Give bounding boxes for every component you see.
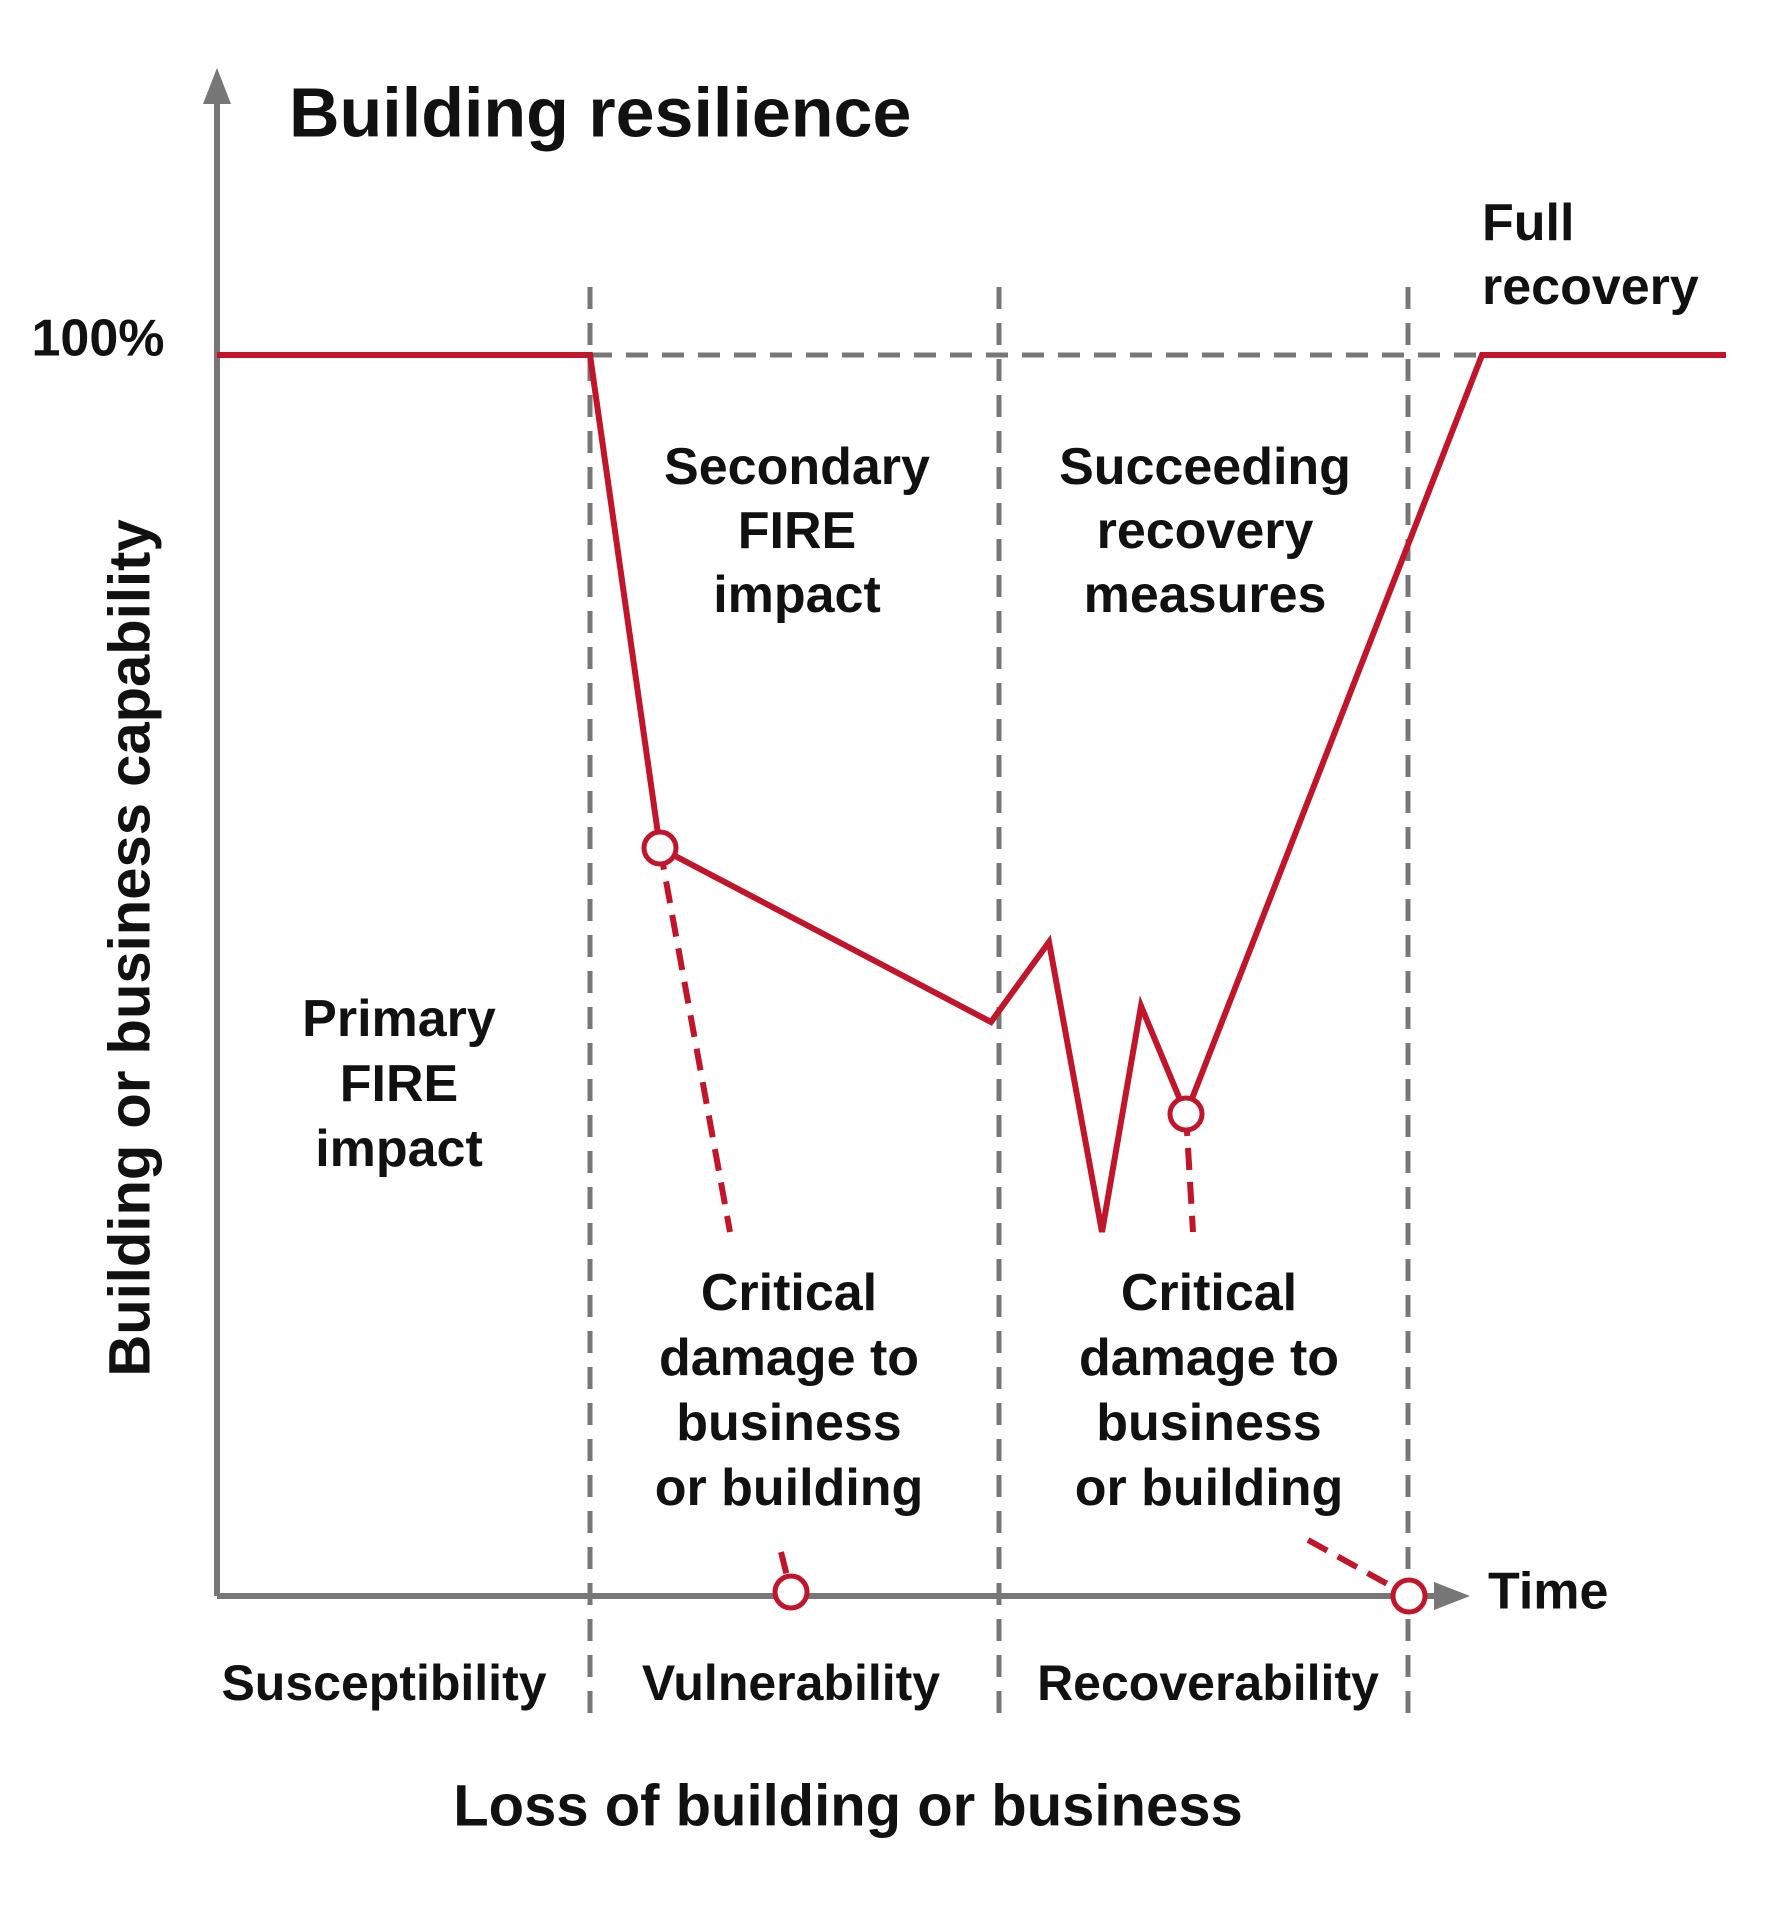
primary-impact: Primary FIRE impact: [302, 990, 496, 1178]
line: Primary: [302, 990, 496, 1048]
title: Building resilience: [289, 73, 911, 151]
line: damage to: [659, 1329, 919, 1387]
time-label: Time: [1488, 1563, 1608, 1621]
line: FIRE: [340, 1055, 458, 1113]
capability-line: [217, 352, 1726, 1615]
line: Critical: [701, 1264, 877, 1322]
y-axis-label: Building or business capability: [97, 519, 162, 1376]
critical-damage: Critical damage to business or building: [655, 1264, 924, 1517]
full-recovery: Full recovery: [1482, 194, 1699, 316]
line: Critical: [1121, 1264, 1297, 1322]
phase-label: Recoverability: [1037, 1655, 1379, 1711]
line: measures: [1084, 566, 1327, 624]
secondary-impact: Secondary FIRE impact: [664, 438, 930, 624]
level-label: 100%: [32, 310, 165, 368]
line: impact: [315, 1120, 483, 1178]
line: recovery: [1482, 258, 1699, 316]
line: or building: [655, 1459, 924, 1517]
line: business: [676, 1394, 901, 1452]
line: Succeeding: [1059, 438, 1351, 496]
line: business: [1096, 1394, 1321, 1452]
line: Full: [1482, 194, 1574, 252]
line: FIRE: [738, 502, 856, 560]
succeeding-recovery: Succeeding recovery measures: [1059, 438, 1351, 624]
axes: [203, 68, 1470, 1610]
critical-damage: Critical damage to business or building: [1075, 1264, 1344, 1517]
phase-label: Vulnerability: [642, 1655, 940, 1711]
line: Secondary: [664, 438, 930, 496]
line: or building: [1075, 1459, 1344, 1517]
line: impact: [713, 566, 881, 624]
line: recovery: [1097, 502, 1314, 560]
phase-label: Susceptibility: [221, 1655, 546, 1711]
line: damage to: [1079, 1329, 1339, 1387]
phase-dividers: [587, 287, 1482, 1720]
x-axis-label: Loss of building or business: [453, 1773, 1243, 1838]
